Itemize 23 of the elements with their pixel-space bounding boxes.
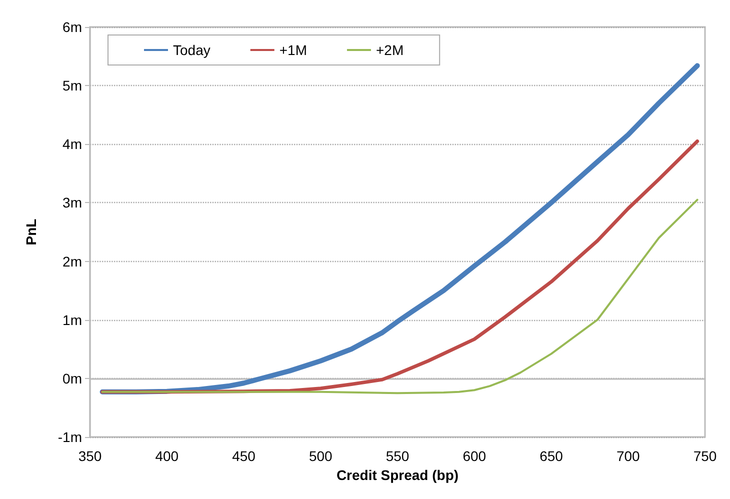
y-tick-label: 6m — [62, 19, 82, 35]
legend-label: +1M — [279, 42, 307, 58]
y-tick-label: 4m — [62, 136, 82, 152]
y-tick-label: -1m — [58, 429, 82, 445]
x-axis-title: Credit Spread (bp) — [336, 466, 459, 483]
y-tick-label: 1m — [62, 312, 82, 328]
y-tick-label: 3m — [62, 194, 82, 211]
legend-label: Today — [173, 42, 210, 58]
x-tick-label: 500 — [308, 448, 333, 464]
x-tick-label: 600 — [462, 448, 486, 464]
x-tick-label: 400 — [155, 448, 179, 464]
x-tick-label: 650 — [540, 448, 564, 464]
line-series — [101, 198, 698, 394]
legend-label: +2M — [376, 42, 404, 58]
y-tick-label: 5m — [62, 78, 82, 94]
x-tick-label: 700 — [616, 448, 640, 464]
y-tick-label: 0m — [62, 370, 82, 386]
x-tick-label: 750 — [693, 448, 717, 464]
x-tick-label: 450 — [232, 448, 256, 464]
y-axis-title: PnL — [23, 218, 39, 246]
x-tick-label: 550 — [386, 448, 410, 464]
y-tick-label: 2m — [62, 253, 82, 270]
x-tick-label: 350 — [78, 448, 102, 464]
